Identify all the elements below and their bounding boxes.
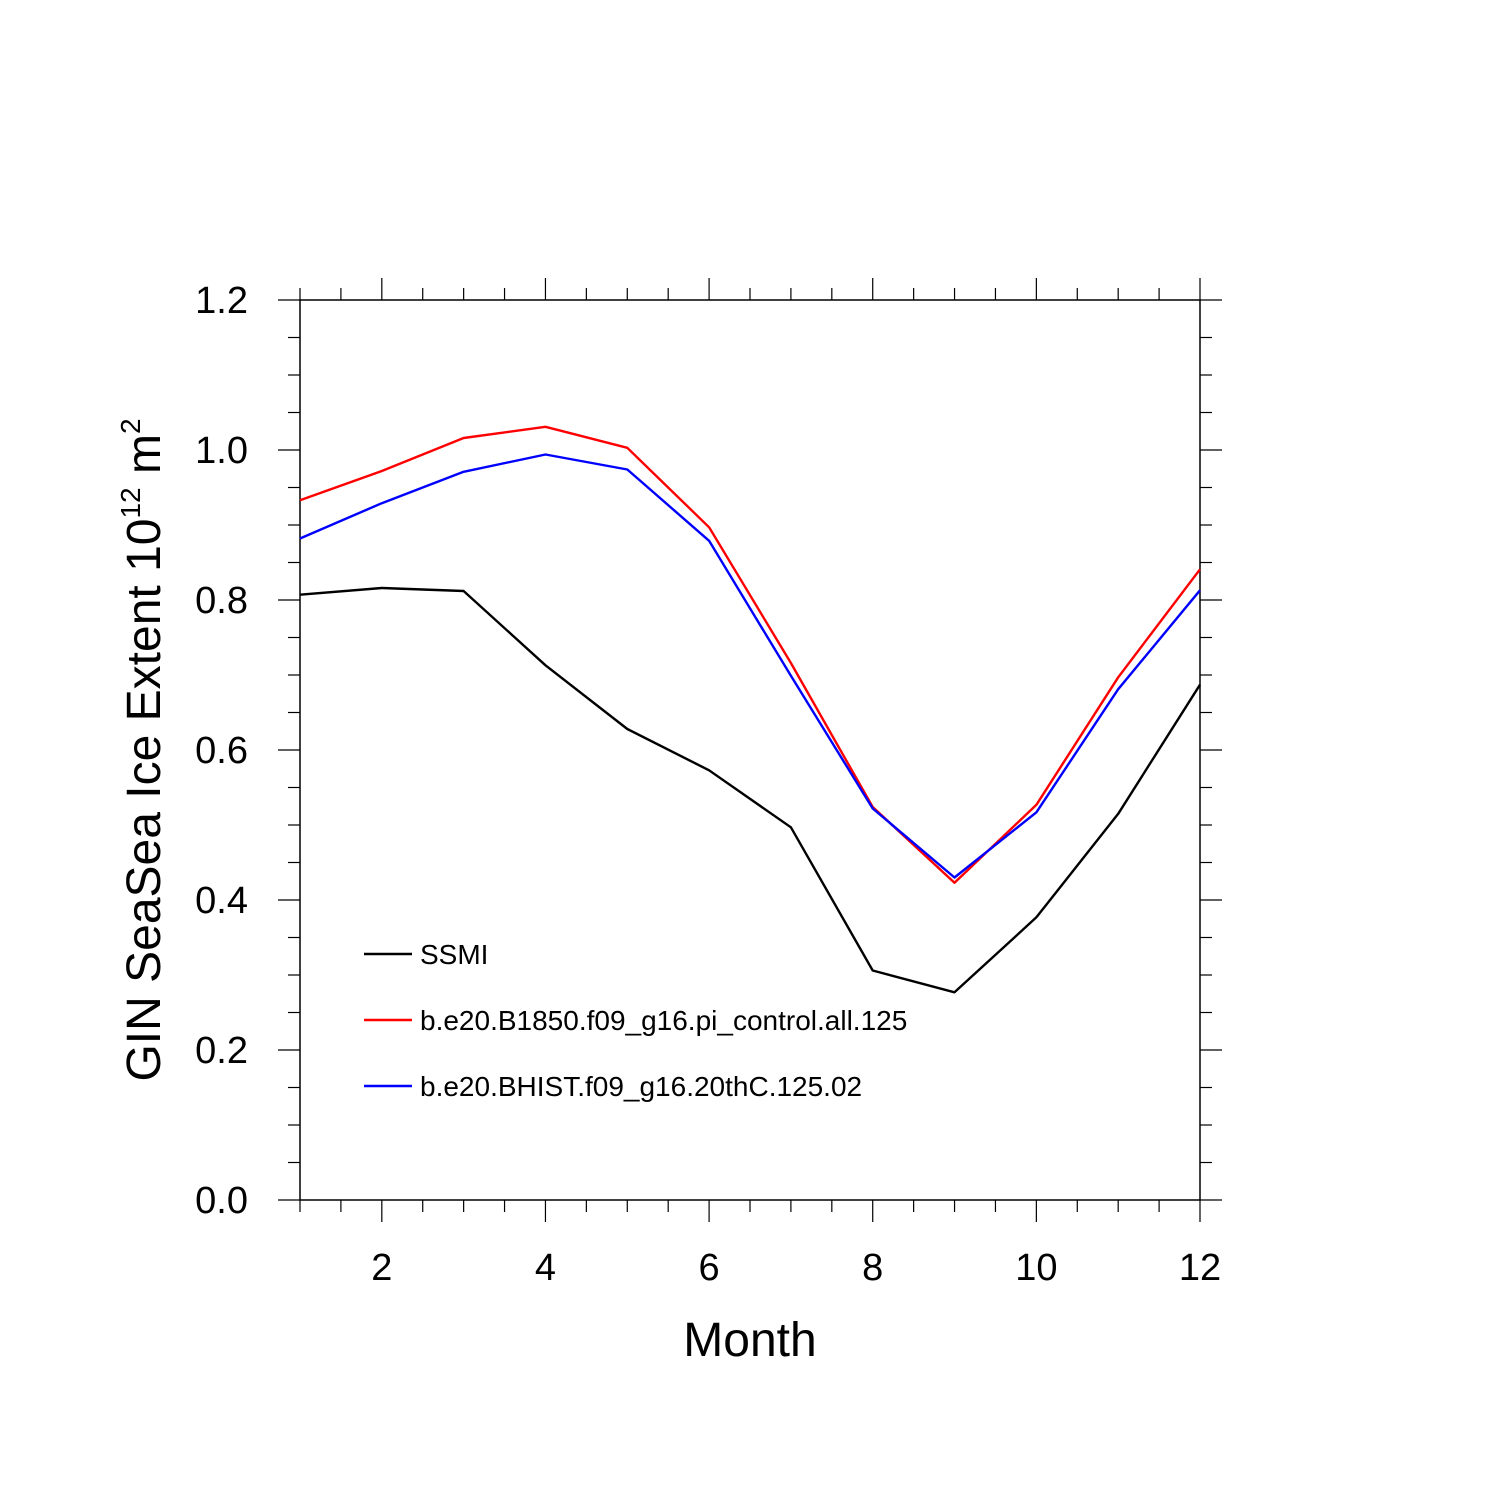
- y-tick-labels: 0.0 0.2 0.4 0.6 0.8 1.0 1.2: [195, 280, 248, 1222]
- series-line-1: [299, 586, 1202, 994]
- legend-label-2: b.e20.B1850.f09_g16.pi_control.all.125: [420, 1005, 907, 1036]
- y-tick-label: 0.6: [195, 730, 248, 772]
- y-tick-label: 0.0: [195, 1180, 248, 1222]
- plot-frame: [299, 299, 1201, 1201]
- y-tick-label: 1.0: [195, 430, 248, 472]
- legend: SSMI b.e20.B1850.f09_g16.pi_control.all.1…: [364, 939, 907, 1102]
- series-line-2: [299, 425, 1201, 884]
- x-tick-label: 4: [535, 1247, 556, 1289]
- x-tick-label: 10: [1015, 1247, 1057, 1289]
- y-axis-title-main: GIN SeaSea Ice Extent 10: [118, 519, 171, 1082]
- y-axis-title: GIN SeaSea Ice Extent 1012 m2: [115, 418, 171, 1081]
- series-line-3: [299, 453, 1201, 879]
- x-tick-label: 12: [1179, 1247, 1221, 1289]
- y-tick-label: 0.2: [195, 1030, 248, 1072]
- y-tick-label: 1.2: [195, 280, 248, 322]
- y-axis-title-unit: m: [118, 434, 171, 487]
- y-tick-label: 0.8: [195, 580, 248, 622]
- y-axis-title-unit-exponent: 2: [115, 418, 146, 434]
- x-tick-label: 2: [371, 1247, 392, 1289]
- x-tick-label: 6: [699, 1247, 720, 1289]
- axis-ticks: [278, 278, 1222, 1222]
- y-axis-title-exponent: 12: [115, 487, 146, 518]
- x-tick-labels: 2 4 6 8 10 12: [371, 1247, 1221, 1289]
- legend-label-3: b.e20.BHIST.f09_g16.20thC.125.02: [420, 1071, 862, 1102]
- y-tick-label: 0.4: [195, 880, 248, 922]
- x-axis-title: Month: [683, 1314, 816, 1367]
- series-layer: [299, 425, 1202, 994]
- legend-label-1: SSMI: [420, 939, 488, 970]
- x-tick-label: 8: [862, 1247, 883, 1289]
